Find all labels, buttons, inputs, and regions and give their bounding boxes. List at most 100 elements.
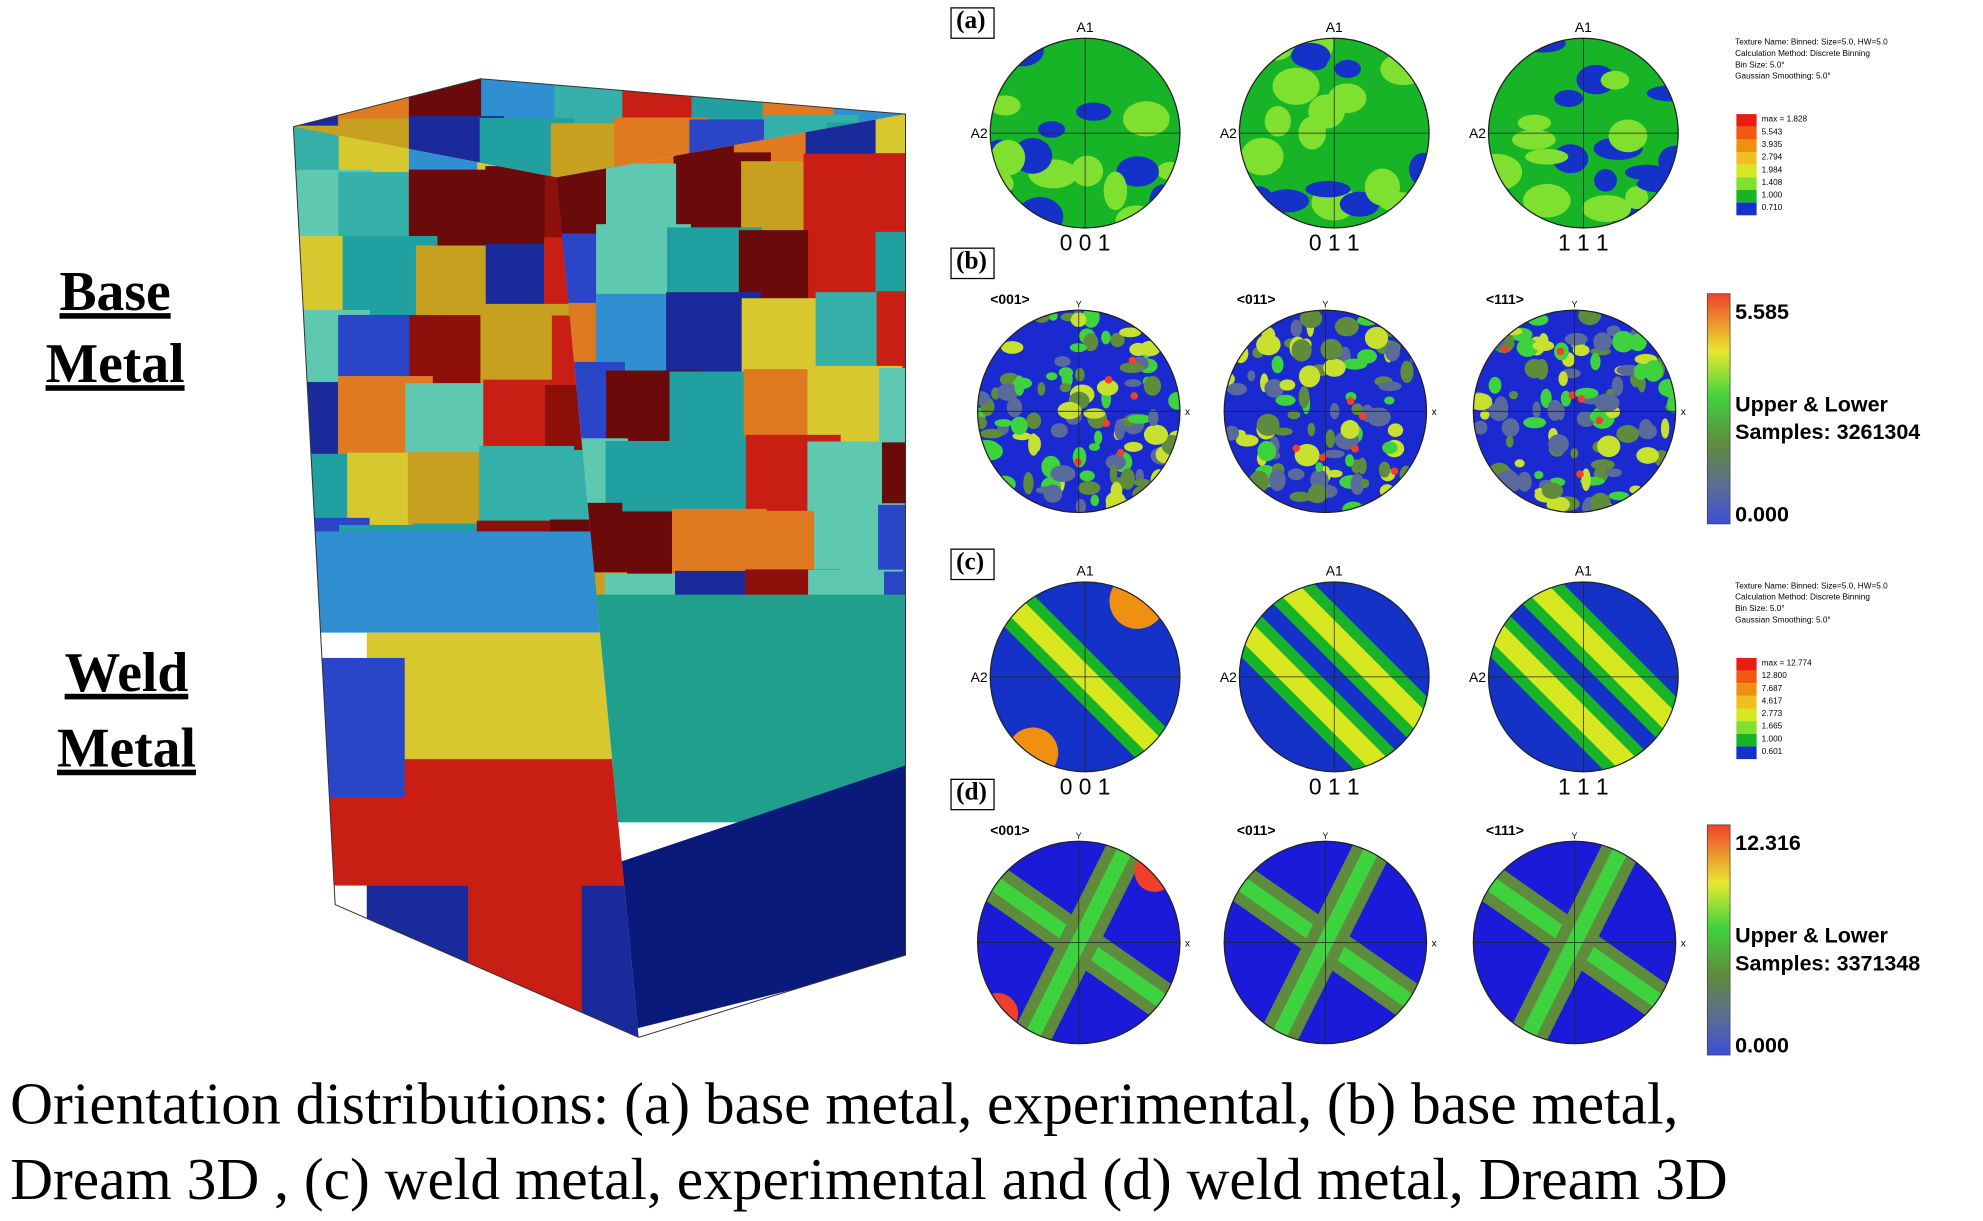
blob xyxy=(1114,419,1125,440)
direction: <011> xyxy=(1237,822,1276,838)
blob xyxy=(1534,471,1543,479)
legend-bar xyxy=(1707,825,1730,1055)
blob xyxy=(1125,379,1142,387)
blob xyxy=(1420,448,1432,464)
blob xyxy=(1111,482,1123,501)
blob xyxy=(1315,462,1323,472)
legend-max: 5.585 xyxy=(1735,300,1789,324)
legend-swatch xyxy=(1736,177,1756,190)
direction: 0 1 1 xyxy=(1309,774,1360,800)
blob xyxy=(1595,394,1620,412)
pole-figure xyxy=(1472,35,1697,236)
blob xyxy=(1280,379,1296,390)
legend-level: 0.601 xyxy=(1762,747,1783,756)
direction: 0 0 1 xyxy=(1060,774,1111,800)
blob xyxy=(1234,475,1247,487)
legend-swatch xyxy=(1736,165,1756,178)
axis-top: A1 xyxy=(1326,563,1343,579)
legend-swatch xyxy=(1736,127,1756,140)
blob xyxy=(1414,481,1429,498)
blob xyxy=(1547,400,1562,421)
blob xyxy=(1123,101,1170,136)
legend-text: Upper & Lower xyxy=(1735,392,1888,416)
blob xyxy=(1505,310,1517,326)
blob xyxy=(1379,462,1391,478)
blob xyxy=(1398,305,1419,324)
legend-swatch xyxy=(1736,696,1756,709)
blob xyxy=(1667,395,1680,412)
peak xyxy=(1134,851,1174,891)
blob xyxy=(1288,468,1305,480)
axis-top: A1 xyxy=(1326,19,1343,35)
blob xyxy=(1075,368,1085,382)
blob xyxy=(1361,479,1370,488)
legend-level: max = 12.774 xyxy=(1762,659,1812,668)
blob xyxy=(977,487,998,505)
legend-swatch xyxy=(1736,658,1756,671)
axis-left: A2 xyxy=(1469,125,1486,141)
blob xyxy=(1636,308,1659,327)
blob xyxy=(1265,106,1291,137)
peak xyxy=(1117,449,1125,457)
legend-level: 2.773 xyxy=(1762,709,1783,718)
blob xyxy=(1235,494,1253,507)
blob xyxy=(1498,310,1510,328)
blob xyxy=(1365,30,1415,50)
blob xyxy=(1004,30,1024,66)
legend-text: Upper & Lower xyxy=(1735,923,1888,947)
pole-figure xyxy=(1214,305,1433,518)
legend-swatch xyxy=(1736,671,1756,684)
legend-info: Calculation Method: Discrete Binning xyxy=(1735,593,1870,602)
blob xyxy=(1385,343,1400,361)
blob xyxy=(1078,481,1101,495)
blob xyxy=(969,495,993,514)
blob xyxy=(1382,442,1398,454)
legend-text: Samples: 3371348 xyxy=(1735,951,1920,975)
blob xyxy=(1501,305,1515,326)
blob xyxy=(1506,436,1514,448)
blob xyxy=(1046,372,1057,380)
blob xyxy=(1397,322,1405,343)
grain xyxy=(291,658,405,797)
blob xyxy=(1525,149,1568,165)
legend-swatch xyxy=(1736,721,1756,734)
blob xyxy=(1384,397,1394,405)
blob xyxy=(1473,182,1513,222)
blob xyxy=(1124,442,1143,452)
blob xyxy=(1149,313,1161,328)
peak xyxy=(1351,445,1359,453)
blob xyxy=(994,487,1014,506)
peak xyxy=(1576,470,1584,478)
block-label: Base xyxy=(59,261,170,323)
axis-left: A2 xyxy=(1220,125,1237,141)
blob xyxy=(984,171,1014,196)
blob xyxy=(1334,60,1361,78)
block-label: Metal xyxy=(46,333,185,395)
blob xyxy=(1239,309,1257,326)
direction: <001> xyxy=(990,291,1029,307)
blob xyxy=(1591,459,1615,470)
blob xyxy=(987,319,1002,341)
blob xyxy=(1165,321,1177,338)
blob xyxy=(1037,382,1045,396)
axis-top: A1 xyxy=(1077,563,1094,579)
panel-label: (c) xyxy=(956,547,984,575)
axis-top: Y xyxy=(1572,831,1578,841)
axis-top: Y xyxy=(1322,831,1328,841)
blob xyxy=(1593,332,1612,351)
peak xyxy=(978,993,1018,1033)
blob xyxy=(1308,423,1316,437)
blob xyxy=(1512,130,1556,150)
blob xyxy=(1608,120,1647,153)
blob xyxy=(1365,169,1400,206)
blob xyxy=(1144,425,1168,445)
blob xyxy=(1051,423,1068,438)
blob xyxy=(1269,469,1286,491)
blob xyxy=(1153,315,1174,328)
axis-right: x xyxy=(1432,938,1437,949)
blob xyxy=(1578,306,1601,325)
legend-level: 1.408 xyxy=(1762,178,1783,187)
blob xyxy=(1606,468,1622,477)
legend-text: Samples: 3261304 xyxy=(1735,420,1920,444)
legend-info: Bin Size: 5.0° xyxy=(1735,60,1784,69)
